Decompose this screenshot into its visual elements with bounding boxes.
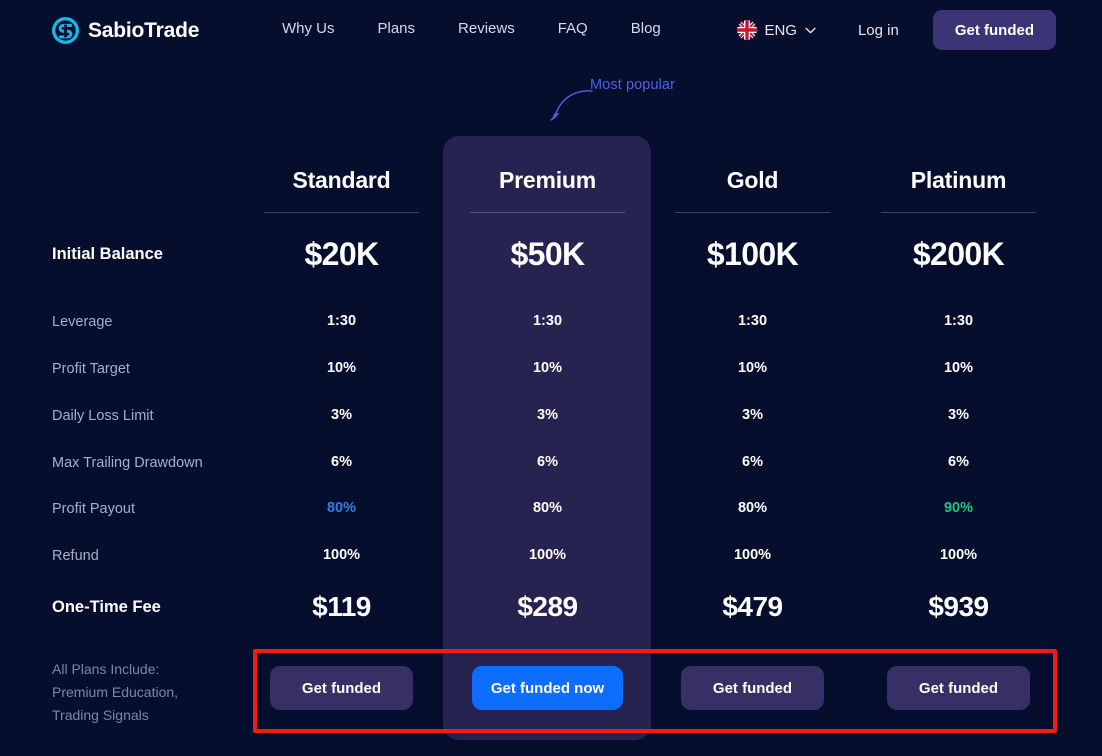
cell-daily-loss-limit-gold: 3%: [742, 407, 763, 423]
row-label-leverage: Leverage: [52, 314, 113, 330]
language-label: ENG: [764, 21, 797, 39]
cell-daily-loss-limit-premium: 3%: [537, 407, 558, 423]
chevron-down-icon: [804, 27, 816, 34]
cell-daily-loss-limit-standard: 3%: [331, 407, 352, 423]
cell-refund-standard: 100%: [322, 547, 361, 563]
plan-column-platinum: Platinum: [866, 166, 1051, 213]
site-header: SabioTrade Why Us Plans Reviews FAQ Blog: [0, 0, 1102, 60]
plan-name-premium: Premium: [498, 167, 597, 193]
plan-divider: [470, 212, 625, 213]
cell-profit-target-gold: 10%: [737, 360, 768, 376]
get-funded-button-standard[interactable]: Get funded: [270, 666, 413, 710]
cell-leverage-premium: 1:30: [532, 313, 563, 329]
cell-one-time-fee-standard: $119: [312, 591, 371, 622]
language-selector[interactable]: ENG: [737, 20, 816, 40]
plan-column-headers: Standard Premium Gold Platinum: [0, 160, 1102, 220]
cell-one-time-fee-premium: $289: [517, 591, 578, 622]
cell-profit-payout-platinum: 90%: [943, 500, 974, 516]
cell-leverage-gold: 1:30: [737, 313, 768, 329]
cell-profit-payout-premium: 80%: [532, 500, 563, 516]
main-nav: Why Us Plans Reviews FAQ Blog: [282, 20, 661, 37]
logo-text: SabioTrade: [88, 18, 200, 42]
cell-initial-balance-standard: $20K: [304, 236, 379, 272]
cell-initial-balance-gold: $100K: [706, 236, 799, 272]
header-actions: ENG Log in Get funded: [737, 10, 1056, 50]
plan-name-gold: Gold: [726, 167, 779, 193]
cell-refund-gold: 100%: [733, 547, 772, 563]
plan-column-premium: Premium: [455, 166, 640, 213]
plan-divider: [881, 212, 1036, 213]
cell-profit-target-premium: 10%: [532, 360, 563, 376]
logo[interactable]: SabioTrade: [52, 17, 199, 44]
row-label-daily-loss-limit: Daily Loss Limit: [52, 408, 154, 424]
cell-profit-payout-gold: 80%: [737, 500, 768, 516]
cell-daily-loss-limit-platinum: 3%: [948, 407, 969, 423]
cell-initial-balance-platinum: $200K: [912, 236, 1005, 272]
login-link[interactable]: Log in: [857, 21, 899, 39]
cell-profit-target-platinum: 10%: [943, 360, 974, 376]
row-label-profit-payout: Profit Payout: [52, 501, 136, 517]
get-funded-button-gold[interactable]: Get funded: [681, 666, 824, 710]
cell-refund-premium: 100%: [528, 547, 567, 563]
get-funded-button-platinum[interactable]: Get funded: [887, 666, 1030, 710]
get-funded-now-button-premium[interactable]: Get funded now: [472, 666, 623, 710]
cell-max-trailing-drawdown-standard: 6%: [331, 454, 352, 470]
cell-max-trailing-drawdown-premium: 6%: [537, 454, 558, 470]
row-label-profit-target: Profit Target: [52, 361, 130, 377]
all-plans-include-note: All Plans Include: Premium Education, Tr…: [52, 661, 179, 723]
row-label-one-time-fee: One-Time Fee: [52, 598, 161, 616]
cell-profit-target-standard: 10%: [326, 360, 357, 376]
nav-item-reviews[interactable]: Reviews: [458, 20, 515, 37]
uk-flag-icon: [737, 20, 758, 40]
cell-max-trailing-drawdown-platinum: 6%: [948, 454, 969, 470]
cell-leverage-platinum: 1:30: [943, 313, 974, 329]
cell-one-time-fee-platinum: $939: [928, 591, 989, 622]
cell-refund-platinum: 100%: [939, 547, 978, 563]
cell-profit-payout-standard: 80%: [326, 500, 357, 516]
plan-divider: [264, 212, 419, 213]
plan-column-gold: Gold: [660, 166, 845, 213]
plan-name-platinum: Platinum: [910, 167, 1007, 193]
plan-name-standard: Standard: [292, 167, 391, 193]
row-label-initial-balance: Initial Balance: [52, 245, 163, 263]
plan-column-standard: Standard: [249, 166, 434, 213]
cell-one-time-fee-gold: $479: [722, 591, 783, 622]
plan-divider: [675, 212, 830, 213]
most-popular-label: Most popular: [590, 77, 676, 93]
nav-item-why-us[interactable]: Why Us: [282, 20, 335, 37]
cell-initial-balance-premium: $50K: [510, 236, 585, 272]
cell-max-trailing-drawdown-gold: 6%: [742, 454, 763, 470]
header-get-funded-button[interactable]: Get funded: [932, 10, 1056, 50]
nav-item-faq[interactable]: FAQ: [557, 20, 588, 37]
nav-item-plans[interactable]: Plans: [377, 20, 416, 37]
row-label-max-trailing-drawdown: Max Trailing Drawdown: [52, 455, 203, 471]
cell-leverage-standard: 1:30: [326, 313, 357, 329]
premium-plan-card-background: [443, 136, 651, 740]
sabio-circle-logo-icon: [52, 17, 79, 44]
row-label-refund: Refund: [52, 548, 99, 564]
nav-item-blog[interactable]: Blog: [630, 20, 661, 37]
